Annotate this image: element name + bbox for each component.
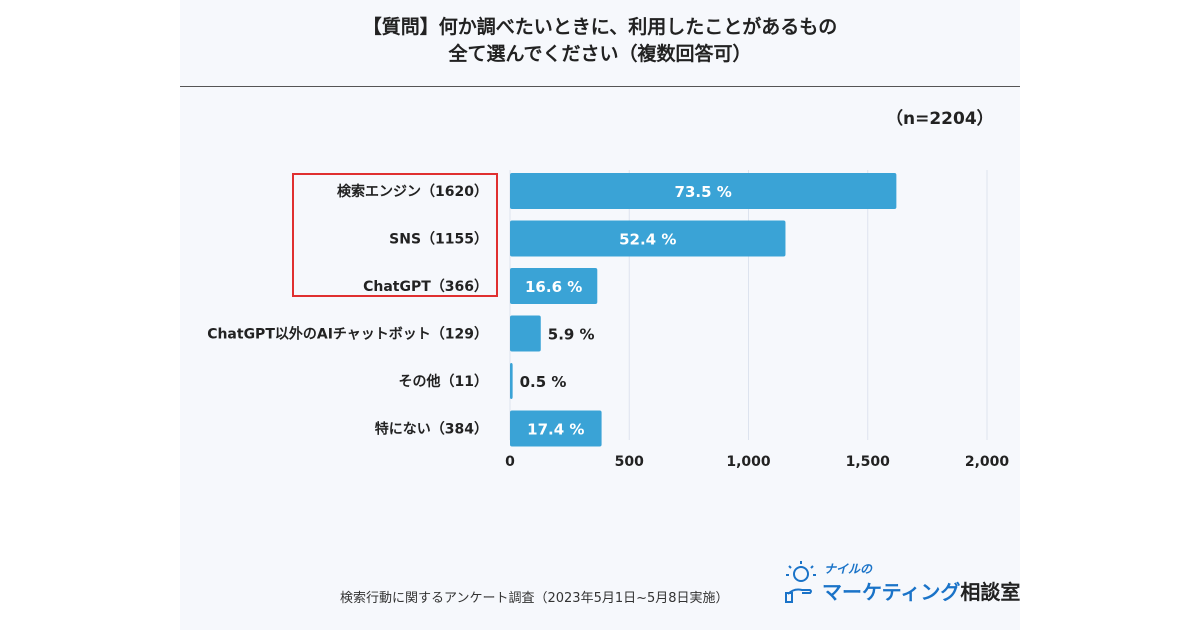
category-label: ChatGPT以外のAIチャットボット（129）	[207, 326, 488, 343]
value-label: 5.9 %	[548, 326, 595, 344]
category-label: 検索エンジン（1620）	[337, 183, 488, 200]
logo-suffix: 相談室	[960, 580, 1021, 604]
category-label: SNS（1155）	[389, 232, 488, 248]
category-label: 特にない（384）	[375, 421, 488, 438]
bar	[510, 173, 897, 209]
bar	[510, 315, 541, 352]
highlight-box	[292, 173, 498, 297]
lightbulb-icon	[785, 561, 816, 603]
value-label: 52.4 %	[619, 231, 676, 249]
x-tick-label: 0	[505, 454, 515, 470]
bar	[510, 268, 598, 304]
bar	[510, 410, 602, 447]
bar-chart: 0 500 1,000 1,500 2,000 検索エンジン（1620） 73.5 % SNS…	[207, 170, 1010, 470]
title-line-1: 【質問】何か調べたいときに、利用したことがあるもの	[362, 16, 838, 38]
x-tick-label: 1,500	[846, 454, 891, 470]
value-label: 17.4 %	[527, 421, 584, 439]
x-tick-label: 2,000	[965, 454, 1010, 470]
sample-size: （n=2204）	[886, 109, 994, 129]
x-tick-label: 500	[615, 454, 644, 470]
brand-logo: ナイルの マーケティング相談室	[784, 558, 1020, 608]
chart-title: 【質問】何か調べたいときに、利用したことがあるもの 全て選んでください（複数回答…	[180, 14, 1020, 68]
bar	[510, 363, 513, 399]
chart-panel: 【質問】何か調べたいときに、利用したことがあるもの 全て選んでください（複数回答…	[180, 0, 1020, 630]
value-label: 0.5 %	[520, 373, 567, 391]
title-line-2: 全て選んでください（複数回答可）	[448, 43, 752, 65]
source-note: 検索行動に関するアンケート調査（2023年5月1日~5月8日実施）	[340, 591, 729, 606]
title-divider	[180, 86, 1020, 87]
logo-main-text: マーケティング相談室	[822, 576, 1020, 605]
bar	[510, 220, 786, 257]
logo-brand: マーケティング	[822, 580, 961, 604]
value-label: 16.6 %	[525, 278, 582, 296]
category-label: ChatGPT（366）	[363, 279, 488, 295]
value-label: 73.5 %	[675, 183, 732, 201]
logo-small-text: ナイルの	[824, 562, 873, 576]
category-label: その他（11）	[399, 373, 488, 390]
x-tick-label: 1,000	[726, 454, 771, 470]
